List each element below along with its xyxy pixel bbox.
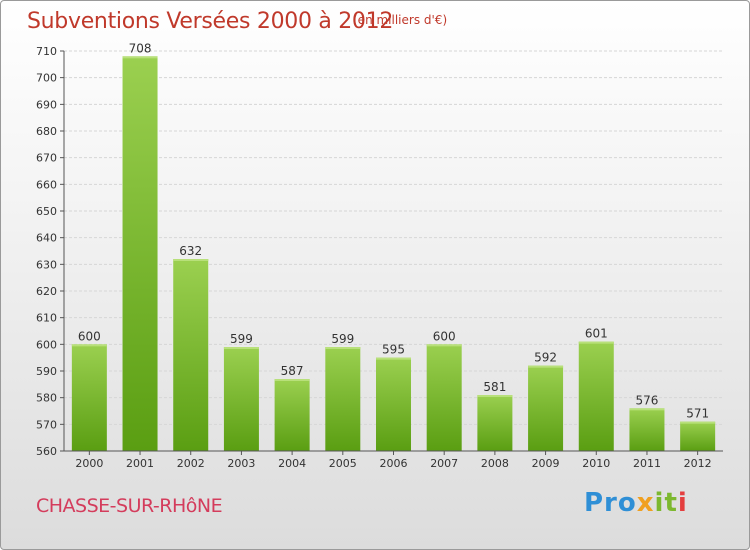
logo-part: i [677,488,688,518]
bar-highlight [71,344,107,347]
bar-highlight [528,365,564,368]
commune-name: CHASSE-SUR-RHôNE [36,495,223,517]
x-tick-label: 2005 [329,457,357,470]
bar[interactable] [376,357,411,451]
x-tick-label: 2004 [278,457,306,470]
x-tick-label: 2006 [380,457,408,470]
bar-highlight [376,357,411,360]
x-tick-label: 2001 [126,457,154,470]
y-tick-label: 600 [36,338,57,351]
y-tick-label: 620 [36,285,57,298]
bar-value-label: 600 [78,329,101,343]
bar-value-label: 599 [331,332,354,346]
bar[interactable] [629,408,665,451]
y-tick-label: 660 [36,178,57,191]
bar[interactable] [477,395,513,451]
chart-title: Subventions Versées 2000 à 2012 [27,9,394,34]
bar-value-label: 576 [636,393,659,407]
bar-value-label: 600 [433,329,456,343]
logo-part: it [654,488,678,518]
x-tick-label: 2007 [430,457,458,470]
y-tick-label: 680 [36,125,57,138]
bar-highlight [325,347,361,349]
bar[interactable] [223,347,259,451]
y-tick-label: 640 [36,232,57,245]
bar-highlight [426,344,462,347]
bar-highlight [578,341,614,344]
bar-highlight [274,379,310,381]
unit-note: (en milliers d'€) [353,13,448,27]
bar[interactable] [426,344,462,451]
bar-highlight [223,347,259,349]
y-tick-label: 610 [36,312,57,325]
bar[interactable] [122,56,158,451]
y-tick-label: 570 [36,418,57,431]
y-tick-label: 710 [36,45,57,58]
bar-value-label: 592 [534,351,557,365]
proxiti-logo[interactable]: Proxiti [584,488,688,518]
logo-part: x [636,488,655,518]
bar-value-label: 601 [585,327,608,341]
x-tick-label: 2010 [582,457,610,470]
bar-value-label: 571 [686,407,709,421]
bar-value-label: 595 [382,343,405,357]
x-tick-label: 2008 [481,457,509,470]
x-tick-label: 2009 [532,457,560,470]
y-tick-label: 630 [36,258,57,271]
y-tick-label: 580 [36,392,57,405]
bar[interactable] [680,421,716,451]
x-tick-label: 2000 [75,457,103,470]
bar-value-label: 599 [230,332,253,346]
bar-highlight [122,56,158,59]
y-tick-label: 690 [36,98,57,111]
x-tick-label: 2003 [227,457,255,470]
bar-value-label: 708 [129,41,152,55]
bar-highlight [477,395,513,397]
bar-value-label: 587 [281,364,304,378]
bar-highlight [629,408,665,411]
bars: 600 708 632 599 587 599 595 600 581 592 601 576 571 [71,41,716,451]
bar[interactable] [578,341,614,451]
x-tick-label: 2012 [684,457,712,470]
bar-value-label: 581 [483,380,506,394]
y-tick-label: 700 [36,72,57,85]
y-tick-label: 670 [36,152,57,165]
y-tick-label: 560 [36,445,57,458]
bar-highlight [173,259,209,261]
bar-highlight [680,421,716,424]
bar-value-label: 632 [179,244,202,258]
logo-part: Pro [584,488,637,518]
x-axis: 2000 2001 2002 2003 2004 2005 2006 2007 2008 2009… [64,450,723,470]
y-tick-label: 650 [36,205,57,218]
x-tick-label: 2011 [633,457,661,470]
bar[interactable] [173,259,209,451]
y-axis: 560 570 580 590 600 610 620 630 640 650 660 670 680 6… [36,45,65,458]
y-tick-label: 590 [36,365,57,378]
bar[interactable] [528,365,564,451]
bar[interactable] [71,344,107,451]
bar[interactable] [274,379,310,451]
x-tick-label: 2002 [177,457,205,470]
bar[interactable] [325,347,361,451]
